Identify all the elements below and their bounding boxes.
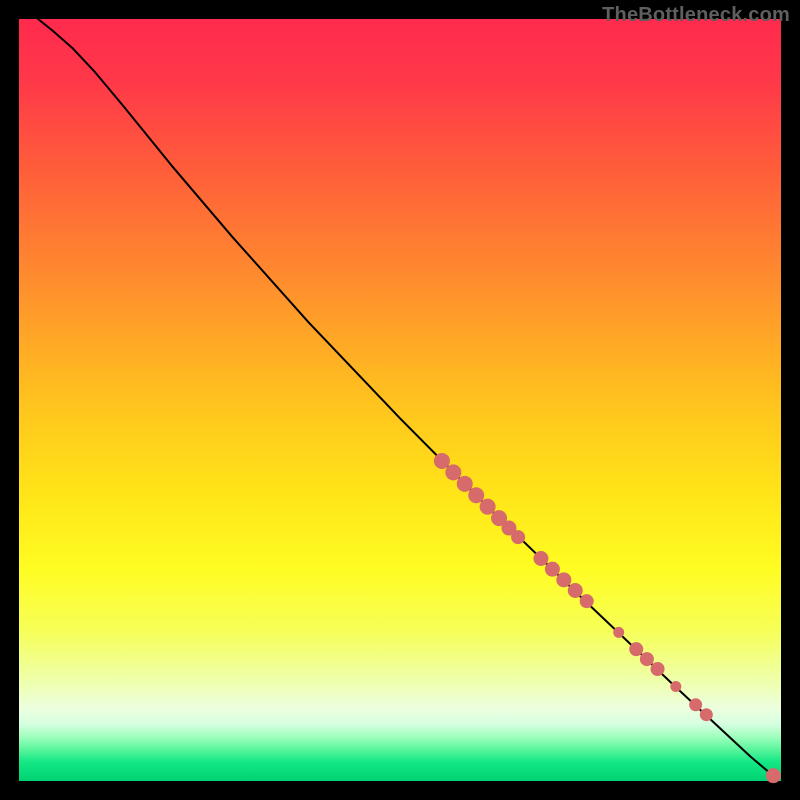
data-marker [545,562,559,576]
data-marker [457,476,472,491]
data-marker [651,662,664,675]
data-marker [446,465,461,480]
watermark-text: TheBottleneck.com [602,4,790,27]
chart-stage: TheBottleneck.com [0,0,800,800]
data-marker [434,453,449,468]
data-marker [568,584,582,598]
data-marker [614,627,624,637]
data-marker [469,488,484,503]
data-marker [480,499,495,514]
data-marker [557,573,571,587]
data-marker [690,699,702,711]
data-marker [766,769,780,783]
data-marker [580,595,593,608]
plot-background [19,19,781,781]
bottleneck-chart-svg [0,0,800,800]
data-marker [512,531,525,544]
data-marker [630,643,643,656]
data-marker [640,653,653,666]
data-marker [671,682,681,692]
data-marker [700,709,712,721]
data-marker [534,552,548,566]
